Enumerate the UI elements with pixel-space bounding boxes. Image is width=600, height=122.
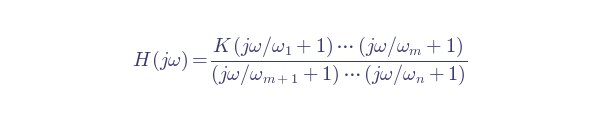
Text: $H\,(j\omega) = \dfrac{K\,(j\omega/\omega_1+1)\,\cdots\,(j\omega/\omega_m+1)}{(j: $H\,(j\omega) = \dfrac{K\,(j\omega/\omeg… — [133, 35, 467, 87]
